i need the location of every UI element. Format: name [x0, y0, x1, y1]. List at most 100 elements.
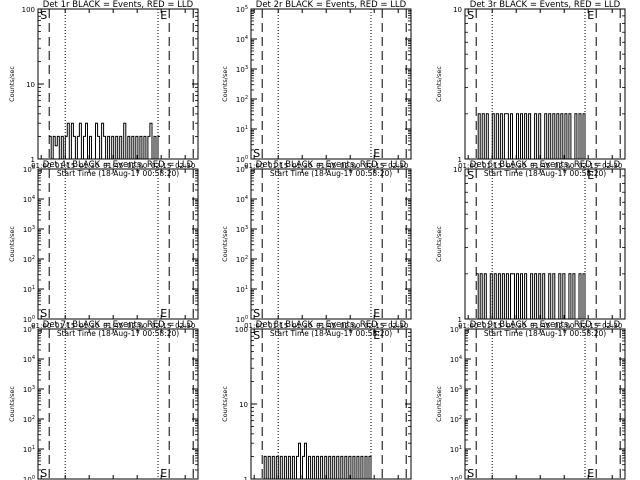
- x-tick-label: 02:15: [151, 322, 171, 330]
- panel-title: Det 2r BLACK = Events, RED = LLD: [256, 0, 407, 10]
- y-tick-label: 102: [450, 415, 462, 424]
- marker-e: E: [160, 9, 167, 22]
- x-tick-label: 01:00: [31, 322, 51, 330]
- y-tick-label: 10: [26, 81, 35, 89]
- x-axis-label: Start Time (18-Aug-17 00:58:20): [57, 329, 179, 338]
- x-tick-label: 01:15: [482, 162, 502, 170]
- y-tick-label: 103: [23, 385, 35, 394]
- y-tick-label: 102: [236, 255, 248, 264]
- y-tick-label: 1: [458, 316, 462, 324]
- y-tick-label: 103: [23, 225, 35, 234]
- x-tick-label: 01:30: [79, 322, 99, 330]
- marker-e: E: [160, 307, 167, 320]
- panel-title: Det 6r BLACK = Events, RED = LLD: [470, 160, 621, 170]
- x-tick-label: 02:15: [364, 322, 384, 330]
- x-tick-label: 02:00: [554, 322, 574, 330]
- y-tick-label: 101: [236, 285, 248, 294]
- panel-title: Det 7r BLACK = Events, RED = LLD: [43, 320, 194, 330]
- marker-e: E: [373, 329, 380, 342]
- y-axis-label: Counts/sec: [8, 386, 16, 422]
- x-tick-label: 02:00: [127, 322, 147, 330]
- x-tick-label: 02:30: [175, 322, 195, 330]
- x-tick-label: 02:15: [364, 162, 384, 170]
- x-tick-label: 01:15: [268, 322, 288, 330]
- marker-e: E: [160, 467, 167, 480]
- x-tick-label: 02:30: [175, 162, 195, 170]
- y-tick-label: 10: [453, 6, 462, 14]
- y-tick-label: 100: [235, 326, 248, 334]
- panel-title: Det 4r BLACK = Events, RED = LLD: [43, 160, 194, 170]
- panel-det-4: Det 4r BLACK = Events, RED = LLD 01:00 01:…: [8, 160, 199, 338]
- x-tick-label: 01:45: [530, 322, 550, 330]
- x-axis-label: Start Time (18-Aug-17 00:58:20): [270, 169, 392, 178]
- y-tick-label: 105: [236, 165, 248, 174]
- x-tick-label: 01:00: [244, 162, 264, 170]
- events-series-line: [49, 122, 160, 160]
- y-tick-label: 100: [23, 475, 35, 480]
- x-tick-label: 01:15: [55, 322, 75, 330]
- y-tick-label: 103: [450, 385, 462, 394]
- y-tick-label: 100: [22, 6, 35, 14]
- y-tick-label: 1: [31, 156, 35, 164]
- y-tick-label: 104: [236, 195, 248, 204]
- y-tick-label: 101: [23, 285, 35, 294]
- panel-title: Det 8r BLACK = Events, RED = LLD: [256, 320, 407, 330]
- x-tick-label: 01:00: [244, 322, 264, 330]
- panel-title: Det 9r BLACK = Events, RED = LLD: [470, 320, 621, 330]
- x-tick-label: 02:00: [340, 322, 360, 330]
- x-tick-label: 02:30: [602, 322, 622, 330]
- y-axis-label: Counts/sec: [221, 386, 229, 422]
- marker-s: S: [467, 467, 474, 480]
- y-tick-label: 100: [450, 475, 462, 480]
- x-tick-label: 02:30: [602, 162, 622, 170]
- plot-frame: [37, 168, 199, 320]
- x-tick-label: 01:00: [458, 322, 478, 330]
- y-tick-label: 104: [450, 355, 462, 364]
- marker-e: E: [587, 9, 594, 22]
- x-axis-label: Start Time (18-Aug-17 00:58:20): [270, 329, 392, 338]
- y-tick-label: 102: [23, 415, 35, 424]
- marker-s: S: [40, 467, 47, 480]
- x-tick-label: 01:00: [458, 162, 478, 170]
- plot-frame: [464, 328, 626, 480]
- y-tick-label: 102: [23, 255, 35, 264]
- x-tick-label: 01:30: [506, 322, 526, 330]
- panel-det-2: Det 2r BLACK = Events, RED = LLD 01:00 01:…: [221, 0, 412, 178]
- marker-s: S: [253, 147, 260, 160]
- y-tick-label: 105: [450, 325, 462, 334]
- marker-e: E: [373, 147, 380, 160]
- marker-e: E: [587, 467, 594, 480]
- y-tick-label: 104: [23, 195, 35, 204]
- marker-s: S: [467, 9, 474, 22]
- x-tick-label: 01:30: [506, 162, 526, 170]
- x-tick-label: 02:15: [578, 322, 598, 330]
- marker-e: E: [373, 307, 380, 320]
- y-tick-label: 10: [453, 166, 462, 174]
- x-axis-label: Start Time (18-Aug-17 00:58:20): [484, 169, 606, 178]
- y-tick-label: 101: [450, 445, 462, 454]
- x-tick-label: 01:15: [268, 162, 288, 170]
- x-tick-label: 01:15: [55, 162, 75, 170]
- plot-frame: [250, 8, 412, 160]
- y-tick-label: 103: [236, 65, 248, 74]
- x-tick-label: 02:00: [340, 162, 360, 170]
- panel-det-1: Det 1r BLACK = Events, RED = LLD 01:00 01:…: [8, 0, 199, 178]
- y-tick-label: 105: [23, 325, 35, 334]
- panel-det-3: Det 3r BLACK = Events, RED = LLD 01:00 01:…: [435, 0, 626, 178]
- x-tick-label: 01:15: [482, 322, 502, 330]
- panel-title: Det 1r BLACK = Events, RED = LLD: [43, 0, 194, 10]
- panel-title: Det 3r BLACK = Events, RED = LLD: [470, 0, 621, 10]
- x-axis-label: Start Time (18-Aug-17 00:58:20): [57, 169, 179, 178]
- x-tick-label: 02:00: [127, 162, 147, 170]
- x-tick-label: 02:15: [151, 162, 171, 170]
- x-tick-label: 01:45: [103, 322, 123, 330]
- y-axis-label: Counts/sec: [221, 226, 229, 262]
- y-tick-label: 105: [23, 165, 35, 174]
- x-tick-label: 02:30: [388, 322, 408, 330]
- y-tick-label: 101: [236, 125, 248, 134]
